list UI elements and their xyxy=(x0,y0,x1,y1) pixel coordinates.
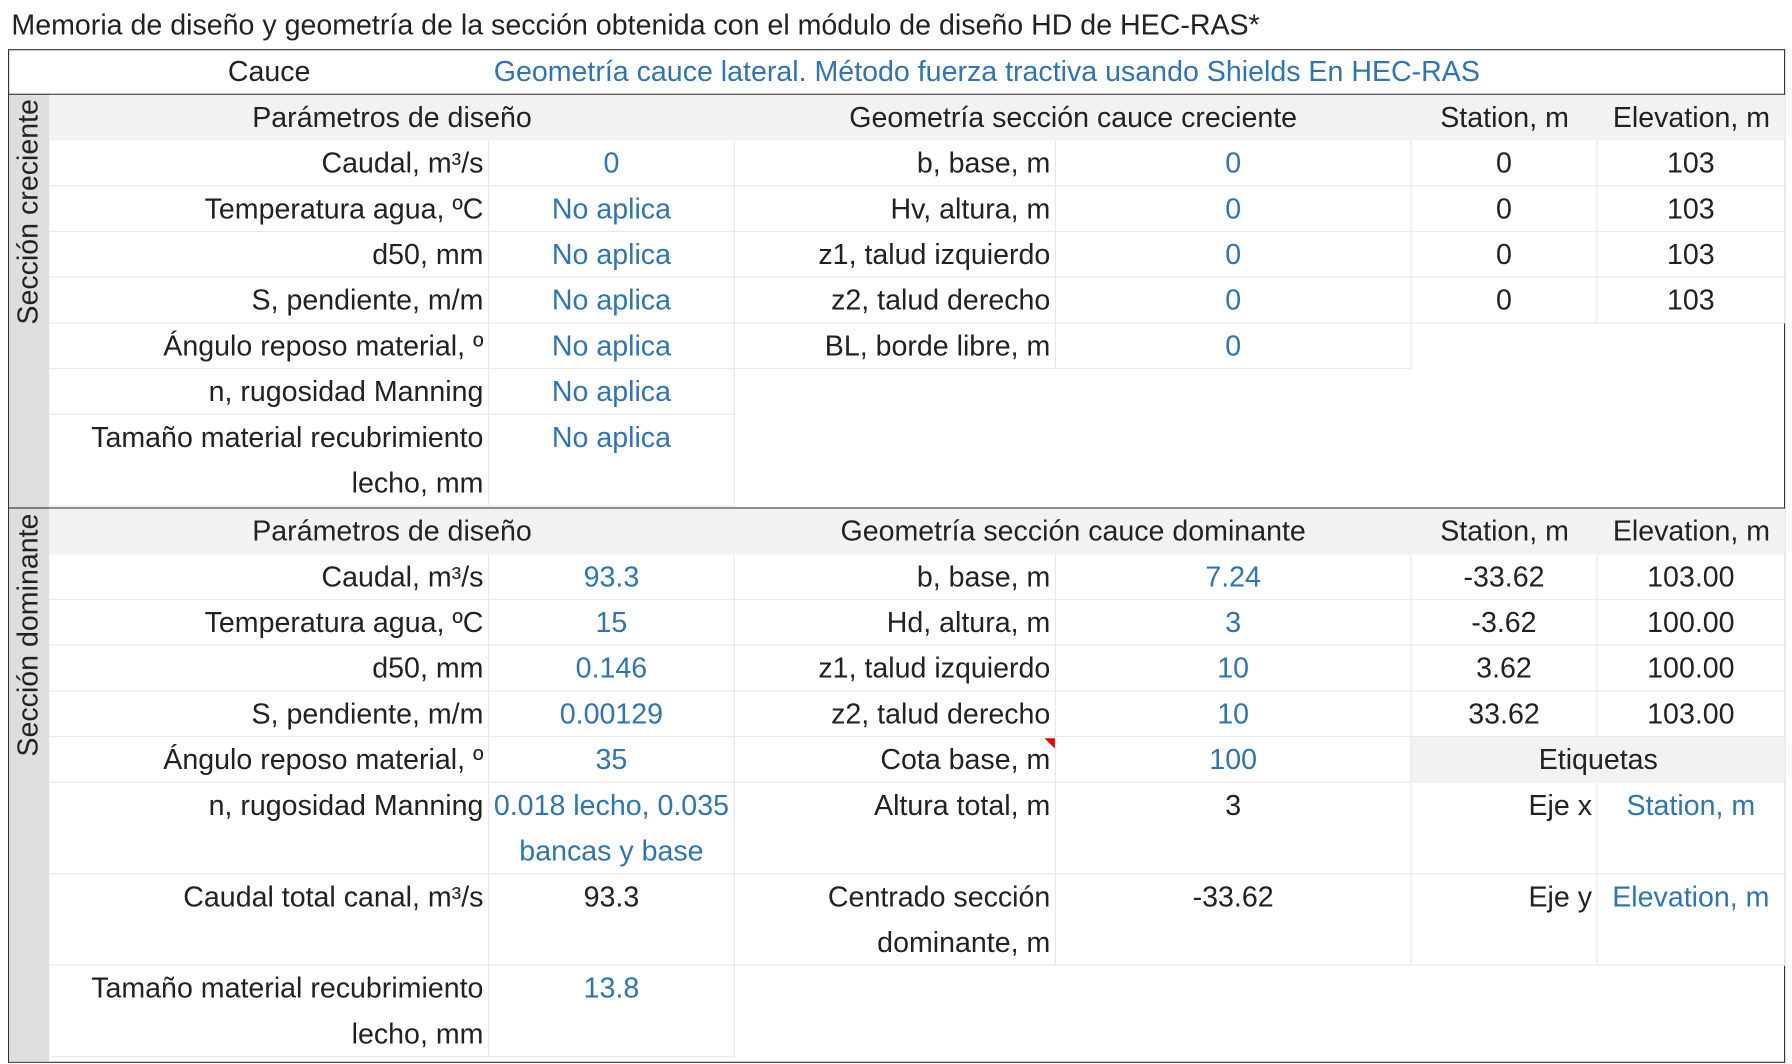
coord-value: 103 xyxy=(1597,186,1786,232)
side-label: Sección dominante xyxy=(12,513,45,757)
coords-header: Elevation, m xyxy=(1612,515,1771,548)
axis-value: Elevation, m xyxy=(1597,874,1786,966)
geometry-value: 10 xyxy=(1055,691,1412,738)
param-value: 93.3 xyxy=(489,874,735,966)
geometry-label: b, base, m xyxy=(734,554,1056,600)
separator xyxy=(7,93,1786,95)
params-header: Parámetros de diseño xyxy=(252,515,532,548)
param-value: No aplica xyxy=(489,277,735,324)
coord-value: 103 xyxy=(1597,140,1786,187)
cauce-value: Geometría cauce lateral. Método fuerza t… xyxy=(493,55,1480,88)
geometry-value: 0 xyxy=(1055,277,1412,324)
coord-value: 100.00 xyxy=(1597,645,1786,692)
geometry-value: 0 xyxy=(1055,186,1412,232)
coord-value: 100.00 xyxy=(1597,599,1786,646)
param-value: 93.3 xyxy=(489,554,735,600)
param-label: Ángulo reposo material, º xyxy=(49,737,490,783)
param-label: S, pendiente, m/m xyxy=(49,691,490,738)
geometry-value: 100 xyxy=(1055,737,1412,783)
title: Memoria de diseño y geometría de la secc… xyxy=(11,9,1260,42)
geometry-label: Centrado sección dominante, m xyxy=(734,874,1056,966)
param-value: No aplica xyxy=(489,414,735,507)
param-label: Caudal, m³/s xyxy=(49,554,490,600)
geometry-header: Geometría sección cauce creciente xyxy=(849,101,1298,134)
param-label: Temperatura agua, ºC xyxy=(49,186,490,232)
axis-value: Station, m xyxy=(1597,782,1786,875)
coord-value: 103.00 xyxy=(1597,554,1786,600)
labels-header: Etiquetas xyxy=(1411,737,1786,783)
param-value: No aplica xyxy=(489,323,735,370)
geometry-label: b, base, m xyxy=(734,140,1056,187)
param-value: No aplica xyxy=(489,186,735,232)
geometry-label: Cota base, m xyxy=(734,737,1056,783)
coord-value: 0 xyxy=(1411,231,1598,278)
cauce-label: Cauce xyxy=(227,55,311,88)
geometry-label: Hv, altura, m xyxy=(734,186,1056,232)
coord-value: 33.62 xyxy=(1411,691,1598,738)
axis-label: Eje y xyxy=(1411,874,1598,966)
param-value: No aplica xyxy=(489,231,735,278)
geometry-label: BL, borde libre, m xyxy=(734,323,1056,370)
geometry-value: 0 xyxy=(1055,323,1412,370)
geometry-value: 3 xyxy=(1055,599,1412,646)
param-value: 35 xyxy=(489,737,735,783)
param-value: 13.8 xyxy=(489,965,735,1058)
geometry-label: z2, talud derecho xyxy=(734,691,1056,738)
side-column xyxy=(9,94,50,1062)
geometry-value: 10 xyxy=(1055,645,1412,692)
param-label: Ángulo reposo material, º xyxy=(49,323,490,370)
geometry-value: 0 xyxy=(1055,140,1412,187)
geometry-value: -33.62 xyxy=(1055,874,1412,966)
coord-value: 103 xyxy=(1597,231,1786,278)
separator xyxy=(7,507,1786,509)
coord-value: 3.62 xyxy=(1411,645,1598,692)
param-value: 0.018 lecho, 0.035 bancas y base xyxy=(489,782,735,875)
geometry-label: z1, talud izquierdo xyxy=(734,645,1056,692)
coord-value: 0 xyxy=(1411,186,1598,232)
geometry-label: Hd, altura, m xyxy=(734,599,1056,646)
coords-header: Station, m xyxy=(1440,101,1569,134)
param-label: n, rugosidad Manning xyxy=(49,369,490,415)
geometry-value: 7.24 xyxy=(1055,554,1412,600)
axis-label: Eje x xyxy=(1411,782,1598,875)
geometry-label: Altura total, m xyxy=(734,782,1056,875)
param-label: Caudal, m³/s xyxy=(49,140,490,187)
coord-value: 0 xyxy=(1411,140,1598,187)
coords-header: Station, m xyxy=(1440,515,1569,548)
coord-value: 103.00 xyxy=(1597,691,1786,738)
header-band xyxy=(49,94,1786,141)
param-label: d50, mm xyxy=(49,231,490,278)
params-header: Parámetros de diseño xyxy=(252,101,532,134)
geometry-header: Geometría sección cauce dominante xyxy=(840,515,1306,548)
side-label: Sección creciente xyxy=(12,99,45,325)
geometry-value: 3 xyxy=(1055,782,1412,875)
geometry-value: 0 xyxy=(1055,231,1412,278)
geometry-label: z2, talud derecho xyxy=(734,277,1056,324)
param-value: 0 xyxy=(489,140,735,187)
geometry-label: z1, talud izquierdo xyxy=(734,231,1056,278)
param-value: 0.00129 xyxy=(489,691,735,738)
param-label: Tamaño material recubrimiento lecho, mm xyxy=(49,414,490,507)
coord-value: -33.62 xyxy=(1411,554,1598,600)
param-label: Caudal total canal, m³/s xyxy=(49,874,490,966)
param-label: Tamaño material recubrimiento lecho, mm xyxy=(49,965,490,1058)
param-label: S, pendiente, m/m xyxy=(49,277,490,324)
coord-value: 0 xyxy=(1411,277,1598,324)
header-band xyxy=(49,508,1786,555)
param-value: 0.146 xyxy=(489,645,735,692)
param-label: d50, mm xyxy=(49,645,490,692)
param-value: 15 xyxy=(489,599,735,646)
coords-header: Elevation, m xyxy=(1612,101,1771,134)
param-label: n, rugosidad Manning xyxy=(49,782,490,875)
param-value: No aplica xyxy=(489,369,735,415)
coord-value: -3.62 xyxy=(1411,599,1598,646)
comment-marker xyxy=(1044,738,1055,749)
coord-value: 103 xyxy=(1597,277,1786,324)
param-label: Temperatura agua, ºC xyxy=(49,599,490,646)
